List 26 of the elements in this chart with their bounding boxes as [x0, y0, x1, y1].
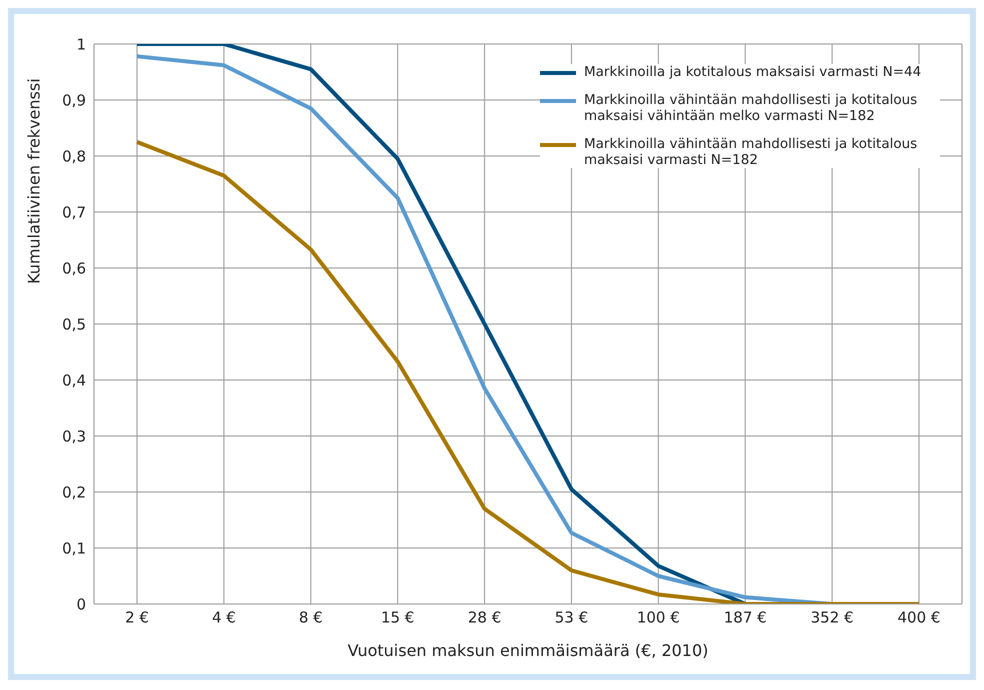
x-tick-label: 187 € — [724, 608, 767, 627]
x-tick-label: 100 € — [636, 608, 680, 627]
y-tick-label: 0,3 — [62, 427, 86, 446]
y-tick-label: 0,2 — [62, 483, 86, 502]
legend-label: Markkinoilla ja kotitalous maksaisi varmasti N=44 — [584, 64, 922, 80]
y-tick-label: 0,1 — [62, 539, 86, 558]
y-tick-label: 0,4 — [62, 371, 86, 390]
x-tick-label: 53 € — [554, 608, 588, 627]
y-tick-label: 0,6 — [62, 259, 86, 278]
x-axis-title: Vuotuisen maksun enimmäismäärä (€, 2010) — [348, 641, 708, 660]
legend-label: Markkinoilla vähintään mahdollisesti ja kotitalous maksaisi vähintään melko varmasti N=182 — [584, 92, 918, 124]
x-tick-label: 2 € — [125, 608, 149, 627]
y-tick-label: 0,9 — [62, 91, 86, 110]
y-tick-label: 0,7 — [62, 203, 86, 222]
x-tick-label: 15 € — [380, 608, 414, 627]
x-tick-label: 352 € — [810, 608, 854, 627]
x-tick-label: 400 € — [898, 608, 940, 627]
x-tick-label: 8 € — [298, 608, 323, 627]
y-tick-label: 0 — [76, 595, 86, 614]
x-tick-label: 4 € — [212, 608, 236, 627]
y-tick-label: 1 — [76, 35, 86, 54]
y-tick-label: 0,5 — [62, 315, 86, 334]
legend-label: Markkinoilla vähintään mahdollisesti ja kotitalous maksaisi varmasti N=182 — [584, 136, 918, 168]
y-axis-title: Kumulatiivinen frekvenssi — [24, 78, 44, 284]
x-tick-label: 28 € — [468, 608, 502, 627]
y-tick-label: 0,8 — [62, 147, 86, 166]
